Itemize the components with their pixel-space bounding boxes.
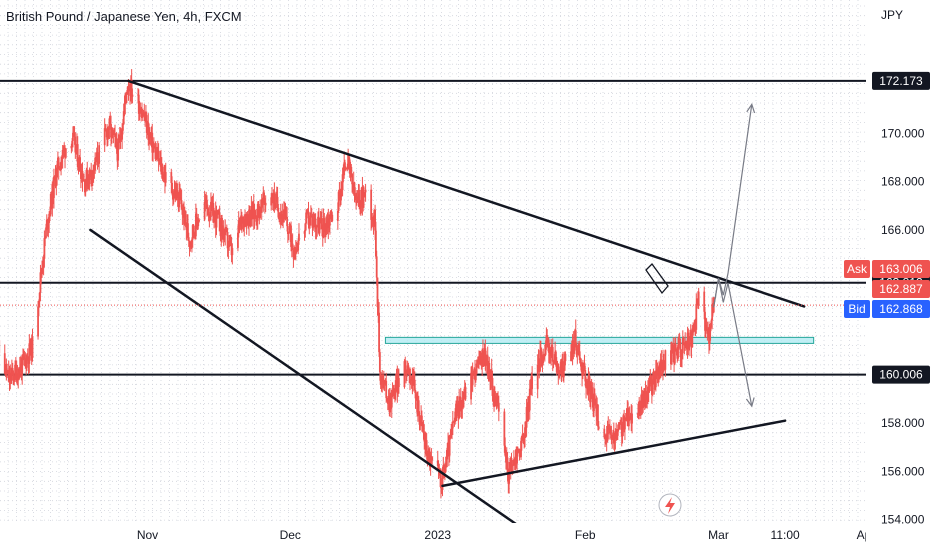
y-tick-label: 154.000: [881, 513, 925, 527]
candle-body: [426, 440, 428, 456]
projections: [714, 104, 755, 406]
candle-body: [379, 352, 381, 372]
candle-body: [385, 381, 387, 398]
candle-body: [329, 219, 331, 226]
bull-flag-outline[interactable]: [646, 264, 668, 293]
bid-tag-label: Bid: [848, 302, 865, 316]
candle-body: [32, 337, 34, 359]
candle-body: [698, 292, 700, 305]
candle-body: [97, 152, 99, 163]
x-tick-label: 11:00: [771, 528, 800, 542]
candle-body: [414, 380, 416, 391]
candle-body: [273, 193, 275, 205]
grid: [0, 0, 866, 523]
candle-body: [531, 376, 533, 389]
candle-body: [652, 379, 654, 395]
candle-body: [331, 215, 333, 221]
candle-body: [398, 378, 400, 387]
candle-body: [370, 190, 372, 220]
y-tick-label: 170.000: [881, 126, 925, 140]
y-tick-label: 168.000: [881, 175, 925, 189]
level-badge-label: 160.006: [879, 368, 923, 382]
projection-path[interactable]: [714, 104, 752, 307]
candle-body: [198, 220, 200, 222]
candle-body: [122, 124, 124, 130]
candle-body: [188, 237, 190, 241]
candle-body: [165, 172, 167, 183]
trendline[interactable]: [128, 81, 804, 307]
candle-body: [498, 403, 500, 412]
candle-body: [463, 398, 465, 399]
x-tick-label: Mar: [708, 528, 729, 542]
x-tick-label: Feb: [575, 528, 596, 542]
candle-body: [319, 223, 321, 233]
support-zone: [385, 337, 813, 343]
candle-body: [565, 354, 567, 361]
candle-body: [185, 211, 187, 223]
x-tick-label: 2023: [424, 528, 451, 542]
candle-body: [598, 426, 600, 428]
candle-body: [365, 190, 367, 193]
bid-price-label: 162.868: [879, 302, 923, 316]
x-tick-label: Dec: [280, 528, 301, 542]
candle-body: [98, 145, 100, 164]
candle-body: [117, 142, 119, 161]
x-tick-label: Nov: [137, 528, 158, 542]
candle-body: [563, 371, 565, 378]
candle-body: [65, 148, 67, 157]
candle-body: [631, 414, 633, 424]
candle-body: [351, 173, 353, 184]
candle-body: [475, 374, 477, 380]
candle-body: [82, 180, 84, 181]
candle-body: [552, 347, 554, 362]
y-axis: 154.000 156.000 158.000 166.000 168.000 170.0…: [844, 0, 932, 550]
y-tick-label: 166.000: [881, 223, 925, 237]
candle-body: [258, 204, 260, 206]
candle-body: [664, 350, 666, 370]
candle-body: [431, 457, 433, 460]
support-zone-rect[interactable]: [385, 337, 813, 343]
current-price-label: 162.887: [879, 282, 923, 296]
y-tick-label: 156.000: [881, 464, 925, 478]
candle-body: [421, 416, 423, 422]
ask-price-label: 163.006: [879, 262, 923, 276]
candle-body: [603, 429, 605, 437]
candle-body: [231, 248, 233, 255]
candle-body: [480, 352, 482, 355]
candle-body: [378, 313, 380, 352]
candle-body: [265, 203, 267, 206]
candle-body: [458, 397, 460, 419]
candle-body: [350, 167, 352, 174]
event-marker[interactable]: [659, 494, 681, 516]
ask-tag-label: Ask: [847, 262, 868, 276]
candle-body: [695, 304, 697, 330]
y-tick-label: 158.000: [881, 416, 925, 430]
candle-body: [74, 137, 76, 153]
candle-body: [611, 435, 613, 440]
chart-title: British Pound / Japanese Yen, 4h, FXCM: [6, 9, 242, 24]
candle-body: [465, 387, 467, 400]
currency-label: JPY: [881, 8, 903, 22]
candle-body: [298, 234, 300, 241]
candle-body: [376, 256, 378, 277]
candle-body: [440, 478, 442, 488]
candle-body: [675, 343, 677, 349]
candle-body: [132, 95, 134, 97]
level-badge-label: 172.173: [879, 74, 923, 88]
